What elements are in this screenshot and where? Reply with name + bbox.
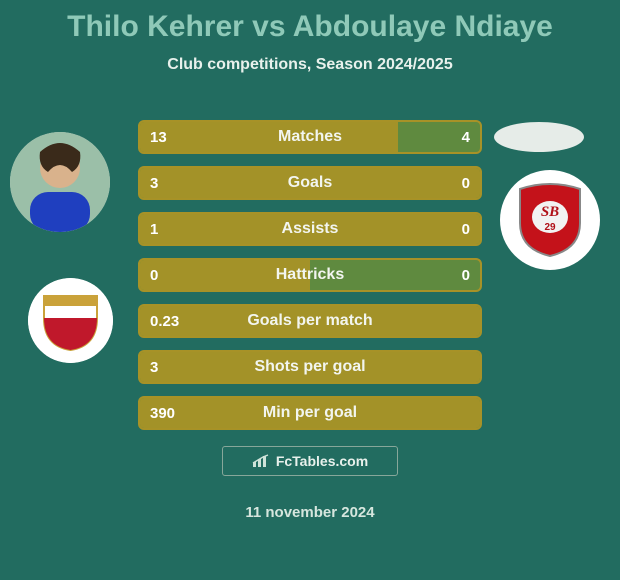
comparison-card: Thilo Kehrer vs Abdoulaye Ndiaye Club co… [0,0,620,580]
page-subtitle: Club competitions, Season 2024/2025 [0,56,620,74]
stat-label: Assists [140,214,480,244]
stat-row: 3Shots per goal [138,350,482,384]
stat-label: Min per goal [140,398,480,428]
svg-text:SB: SB [541,204,559,220]
stats-bars: 13Matches43Goals01Assists00Hattricks00.2… [138,120,482,442]
stat-label: Hattricks [140,260,480,290]
player-left-club-crest [28,278,113,363]
stat-right-value: 4 [462,122,470,152]
stat-right-value: 0 [462,214,470,244]
stat-right-value: 0 [462,260,470,290]
stat-row: 1Assists0 [138,212,482,246]
logo-text: FcTables.com [276,453,368,469]
stat-row: 13Matches4 [138,120,482,154]
stat-row: 0.23Goals per match [138,304,482,338]
stat-row: 3Goals0 [138,166,482,200]
page-title: Thilo Kehrer vs Abdoulaye Ndiaye [0,0,620,44]
player-left-avatar [10,132,110,232]
stat-row: 390Min per goal [138,396,482,430]
stat-label: Goals [140,168,480,198]
stat-row: 0Hattricks0 [138,258,482,292]
player-right-avatar [494,122,584,152]
comparison-date: 11 november 2024 [0,504,620,521]
stat-right-value: 0 [462,168,470,198]
player-right-club-crest: SB 29 [500,170,600,270]
stat-label: Goals per match [140,306,480,336]
stat-label: Shots per goal [140,352,480,382]
fctables-logo[interactable]: FcTables.com [222,446,398,476]
svg-text:29: 29 [544,222,556,233]
chart-icon [252,454,270,468]
stat-label: Matches [140,122,480,152]
